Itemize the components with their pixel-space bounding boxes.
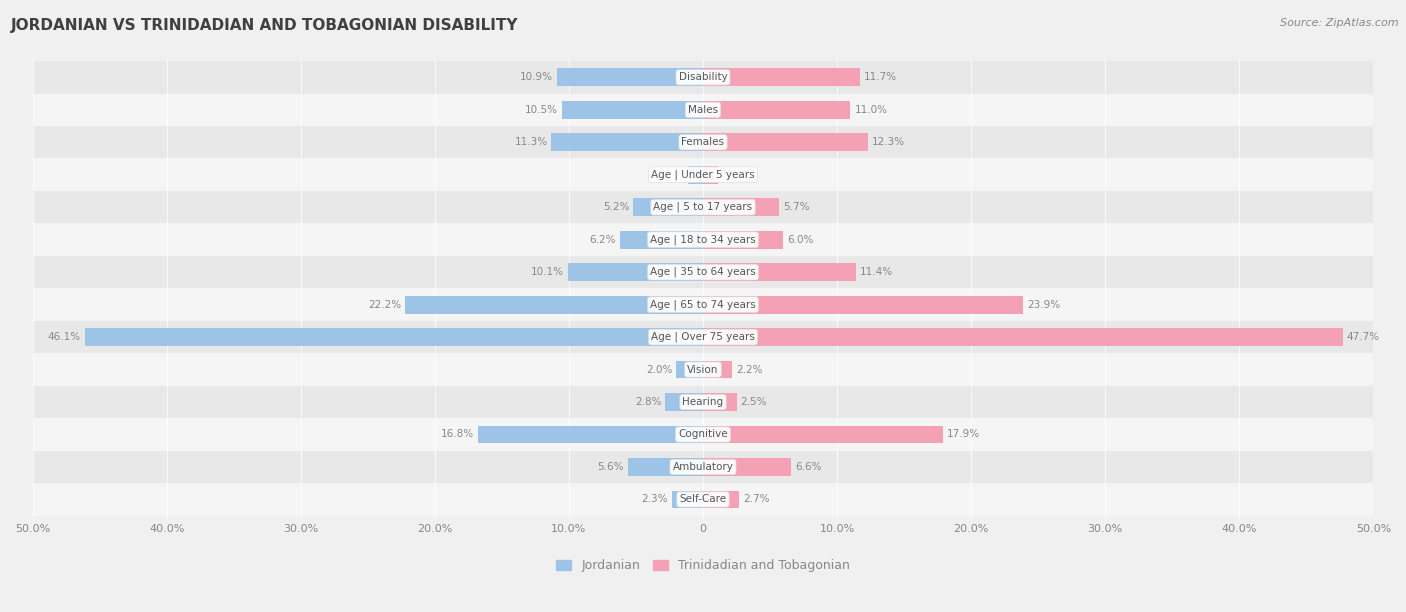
Bar [703, 69, 860, 86]
Text: Ambulatory: Ambulatory [672, 462, 734, 472]
Text: Disability: Disability [679, 72, 727, 83]
Text: 5.6%: 5.6% [598, 462, 624, 472]
Bar [32, 353, 1374, 386]
Bar [703, 101, 851, 119]
Text: Age | 35 to 64 years: Age | 35 to 64 years [650, 267, 756, 277]
Text: 5.7%: 5.7% [783, 202, 810, 212]
Text: 10.1%: 10.1% [530, 267, 564, 277]
Text: 6.6%: 6.6% [796, 462, 823, 472]
Text: 2.2%: 2.2% [737, 365, 763, 375]
Bar [665, 393, 703, 411]
Text: 10.5%: 10.5% [526, 105, 558, 115]
Bar [676, 360, 703, 378]
Bar [703, 458, 792, 476]
Text: 12.3%: 12.3% [872, 137, 905, 147]
Bar [703, 166, 717, 184]
Text: 1.1%: 1.1% [658, 170, 685, 180]
Bar [703, 490, 740, 509]
Bar [32, 288, 1374, 321]
Bar [32, 159, 1374, 191]
Bar [703, 425, 943, 444]
Text: Age | 5 to 17 years: Age | 5 to 17 years [654, 202, 752, 212]
Text: 2.0%: 2.0% [645, 365, 672, 375]
Bar [703, 393, 737, 411]
Text: 17.9%: 17.9% [948, 430, 980, 439]
Text: 11.4%: 11.4% [860, 267, 893, 277]
Bar [703, 198, 779, 216]
Text: Hearing: Hearing [682, 397, 724, 407]
Bar [689, 166, 703, 184]
Text: 2.8%: 2.8% [636, 397, 661, 407]
Bar [32, 126, 1374, 159]
Bar [84, 328, 703, 346]
Bar [703, 328, 1343, 346]
Bar [703, 231, 783, 248]
Text: Males: Males [688, 105, 718, 115]
Text: Vision: Vision [688, 365, 718, 375]
Bar [32, 418, 1374, 450]
Text: 1.1%: 1.1% [721, 170, 748, 180]
Bar [32, 61, 1374, 94]
Text: 6.2%: 6.2% [589, 234, 616, 245]
Text: 22.2%: 22.2% [368, 300, 401, 310]
Bar [633, 198, 703, 216]
Bar [628, 458, 703, 476]
Text: Source: ZipAtlas.com: Source: ZipAtlas.com [1281, 18, 1399, 28]
Bar [32, 483, 1374, 516]
Text: 2.3%: 2.3% [641, 494, 668, 504]
Bar [557, 69, 703, 86]
Text: 10.9%: 10.9% [520, 72, 553, 83]
Legend: Jordanian, Trinidadian and Tobagonian: Jordanian, Trinidadian and Tobagonian [551, 554, 855, 577]
Text: 2.7%: 2.7% [744, 494, 769, 504]
Text: 16.8%: 16.8% [440, 430, 474, 439]
Text: 23.9%: 23.9% [1028, 300, 1060, 310]
Text: Cognitive: Cognitive [678, 430, 728, 439]
Bar [703, 133, 868, 151]
Bar [703, 296, 1024, 313]
Bar [405, 296, 703, 313]
Bar [672, 490, 703, 509]
Text: Age | 18 to 34 years: Age | 18 to 34 years [650, 234, 756, 245]
Bar [32, 191, 1374, 223]
Text: Age | 65 to 74 years: Age | 65 to 74 years [650, 299, 756, 310]
Text: JORDANIAN VS TRINIDADIAN AND TOBAGONIAN DISABILITY: JORDANIAN VS TRINIDADIAN AND TOBAGONIAN … [11, 18, 519, 34]
Text: 6.0%: 6.0% [787, 234, 814, 245]
Text: 5.2%: 5.2% [603, 202, 630, 212]
Bar [32, 321, 1374, 353]
Bar [32, 386, 1374, 418]
Text: 11.7%: 11.7% [863, 72, 897, 83]
Text: 11.0%: 11.0% [855, 105, 887, 115]
Text: 47.7%: 47.7% [1347, 332, 1379, 342]
Text: 2.5%: 2.5% [741, 397, 768, 407]
Bar [551, 133, 703, 151]
Bar [562, 101, 703, 119]
Bar [620, 231, 703, 248]
Bar [32, 450, 1374, 483]
Text: Age | Under 5 years: Age | Under 5 years [651, 170, 755, 180]
Bar [32, 223, 1374, 256]
Bar [703, 360, 733, 378]
Text: Age | Over 75 years: Age | Over 75 years [651, 332, 755, 342]
Text: Self-Care: Self-Care [679, 494, 727, 504]
Text: Females: Females [682, 137, 724, 147]
Bar [478, 425, 703, 444]
Text: 46.1%: 46.1% [48, 332, 82, 342]
Bar [703, 263, 856, 281]
Bar [568, 263, 703, 281]
Bar [32, 256, 1374, 288]
Bar [32, 94, 1374, 126]
Text: 11.3%: 11.3% [515, 137, 547, 147]
